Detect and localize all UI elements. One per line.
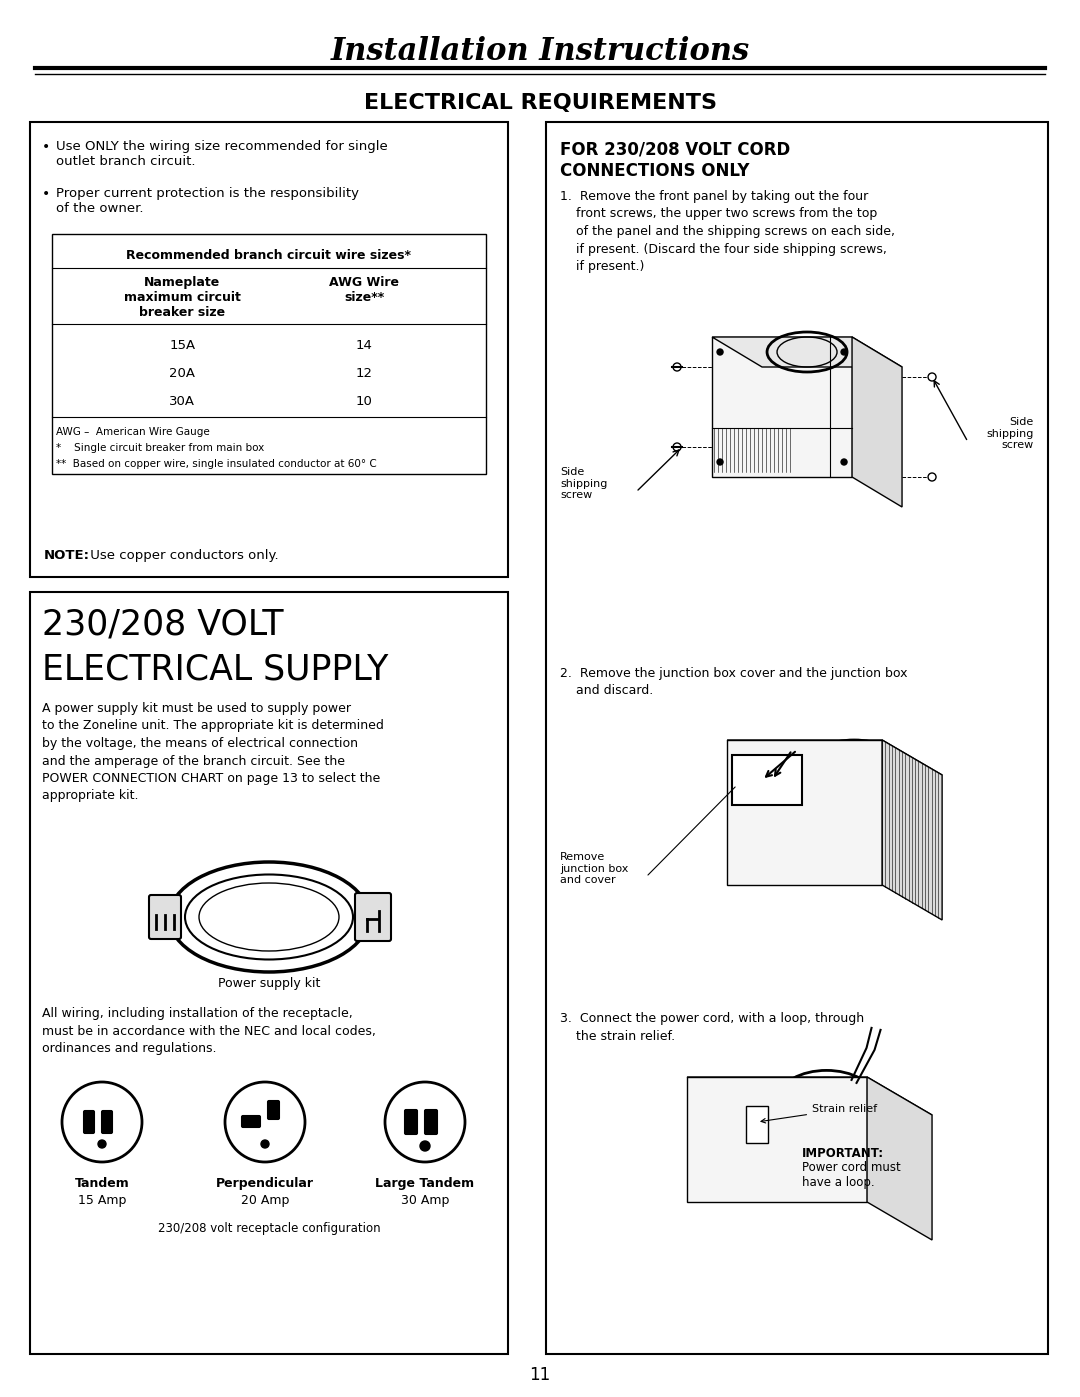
Text: 1.  Remove the front panel by taking out the four
    front screws, the upper tw: 1. Remove the front panel by taking out …: [561, 190, 895, 272]
Circle shape: [225, 1083, 305, 1162]
Text: Power supply kit: Power supply kit: [218, 977, 320, 990]
Polygon shape: [867, 1077, 932, 1241]
Text: Strain relief: Strain relief: [761, 1104, 877, 1123]
Text: 30 Amp: 30 Amp: [401, 1194, 449, 1207]
Circle shape: [841, 460, 847, 465]
Text: **  Based on copper wire, single insulated conductor at 60° C: ** Based on copper wire, single insulate…: [56, 460, 377, 469]
Text: Use ONLY the wiring size recommended for single
outlet branch circuit.: Use ONLY the wiring size recommended for…: [56, 140, 388, 168]
Text: IMPORTANT:: IMPORTANT:: [802, 1147, 885, 1160]
FancyBboxPatch shape: [355, 893, 391, 942]
FancyBboxPatch shape: [687, 1077, 867, 1201]
Circle shape: [98, 1140, 106, 1148]
Text: Large Tandem: Large Tandem: [376, 1178, 474, 1190]
Text: 230/208 VOLT: 230/208 VOLT: [42, 608, 283, 641]
Text: Power cord must
have a loop.: Power cord must have a loop.: [802, 1161, 901, 1189]
Text: FOR 230/208 VOLT CORD: FOR 230/208 VOLT CORD: [561, 140, 791, 158]
FancyBboxPatch shape: [242, 1116, 260, 1127]
Text: 3.  Connect the power cord, with a loop, through
    the strain relief.: 3. Connect the power cord, with a loop, …: [561, 1011, 864, 1042]
Text: 10: 10: [356, 395, 373, 408]
FancyBboxPatch shape: [52, 235, 486, 474]
Polygon shape: [687, 1077, 932, 1115]
Text: Proper current protection is the responsibility
of the owner.: Proper current protection is the respons…: [56, 187, 359, 215]
Text: Tandem: Tandem: [75, 1178, 130, 1190]
Circle shape: [384, 1083, 465, 1162]
Text: ELECTRICAL SUPPLY: ELECTRICAL SUPPLY: [42, 652, 389, 686]
FancyBboxPatch shape: [732, 754, 802, 805]
Text: ELECTRICAL REQUIREMENTS: ELECTRICAL REQUIREMENTS: [364, 94, 716, 113]
Text: Remove
junction box
and cover: Remove junction box and cover: [561, 852, 629, 886]
Text: Side
shipping
screw: Side shipping screw: [987, 416, 1034, 450]
Circle shape: [62, 1083, 141, 1162]
Text: 14: 14: [356, 339, 373, 352]
Text: •: •: [42, 187, 51, 201]
Text: AWG –  American Wire Gauge: AWG – American Wire Gauge: [56, 427, 210, 437]
FancyBboxPatch shape: [712, 337, 852, 476]
Text: 15 Amp: 15 Amp: [78, 1194, 126, 1207]
Text: Recommended branch circuit wire sizes*: Recommended branch circuit wire sizes*: [126, 249, 411, 263]
Text: 20A: 20A: [170, 367, 195, 380]
FancyBboxPatch shape: [426, 1111, 437, 1134]
FancyBboxPatch shape: [30, 122, 508, 577]
Text: Installation Instructions: Installation Instructions: [330, 36, 750, 67]
Text: NOTE:: NOTE:: [44, 549, 90, 562]
FancyBboxPatch shape: [30, 592, 508, 1354]
Text: Side
shipping
screw: Side shipping screw: [561, 467, 607, 500]
Text: CONNECTIONS ONLY: CONNECTIONS ONLY: [561, 162, 750, 180]
Text: AWG Wire
size**: AWG Wire size**: [329, 277, 400, 305]
Text: Use copper conductors only.: Use copper conductors only.: [86, 549, 279, 562]
Circle shape: [841, 349, 847, 355]
Text: 30A: 30A: [170, 395, 195, 408]
FancyBboxPatch shape: [546, 122, 1048, 1354]
Text: 12: 12: [356, 367, 373, 380]
Circle shape: [261, 1140, 269, 1148]
Text: 15A: 15A: [170, 339, 195, 352]
FancyBboxPatch shape: [102, 1111, 112, 1133]
Polygon shape: [882, 740, 942, 921]
Text: All wiring, including installation of the receptacle,
must be in accordance with: All wiring, including installation of th…: [42, 1007, 376, 1055]
FancyBboxPatch shape: [746, 1106, 768, 1143]
FancyBboxPatch shape: [727, 740, 882, 886]
Text: Nameplate
maximum circuit
breaker size: Nameplate maximum circuit breaker size: [124, 277, 241, 319]
Circle shape: [717, 349, 723, 355]
Circle shape: [717, 460, 723, 465]
Polygon shape: [727, 740, 942, 775]
Text: •: •: [42, 140, 51, 154]
Text: 11: 11: [529, 1366, 551, 1384]
Text: *    Single circuit breaker from main box: * Single circuit breaker from main box: [56, 443, 265, 453]
Text: A power supply kit must be used to supply power
to the Zoneline unit. The approp: A power supply kit must be used to suppl…: [42, 703, 383, 802]
Text: 230/208 volt receptacle configuration: 230/208 volt receptacle configuration: [158, 1222, 380, 1235]
Polygon shape: [712, 337, 902, 367]
FancyBboxPatch shape: [84, 1111, 94, 1133]
Text: Perpendicular: Perpendicular: [216, 1178, 314, 1190]
Text: 20 Amp: 20 Amp: [241, 1194, 289, 1207]
FancyBboxPatch shape: [268, 1101, 279, 1119]
Polygon shape: [852, 337, 902, 507]
FancyBboxPatch shape: [149, 895, 181, 939]
FancyBboxPatch shape: [405, 1111, 417, 1134]
Circle shape: [420, 1141, 430, 1151]
Text: 2.  Remove the junction box cover and the junction box
    and discard.: 2. Remove the junction box cover and the…: [561, 666, 907, 697]
